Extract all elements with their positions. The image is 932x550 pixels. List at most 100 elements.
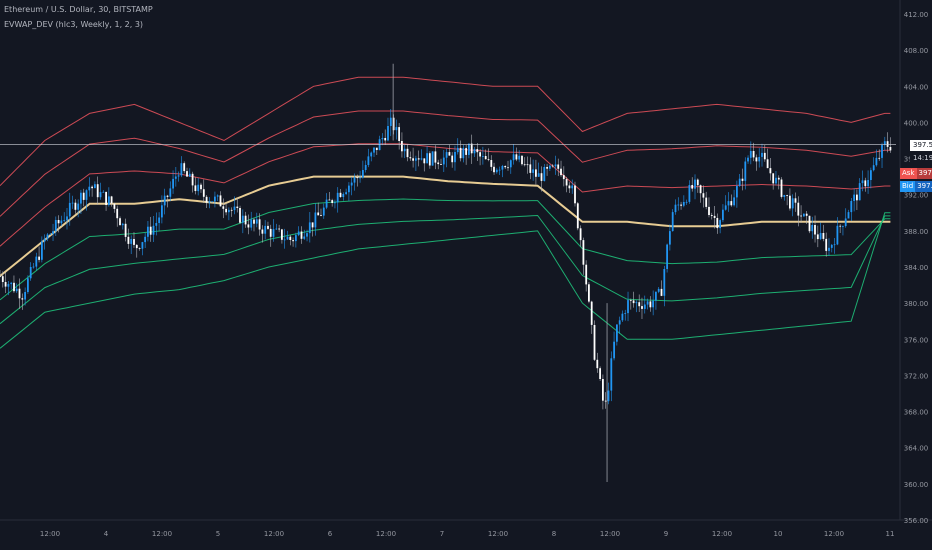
candle-body (420, 158, 423, 160)
candle-body (21, 298, 24, 300)
candle-body (283, 239, 286, 241)
candle-body (509, 160, 512, 168)
candle-body (794, 198, 797, 203)
candle-body (426, 153, 428, 164)
candle-body (856, 194, 858, 201)
candle-body (46, 234, 49, 239)
time-tick-label: 4 (104, 530, 109, 538)
candle-body (521, 155, 523, 165)
candle-body (49, 234, 52, 235)
candle-body (822, 233, 825, 239)
candle-body (713, 215, 716, 218)
candle-body (314, 212, 317, 228)
candle-body (74, 202, 77, 210)
candle-body (183, 163, 186, 172)
candle-body (239, 208, 241, 223)
candle-body (113, 203, 116, 209)
candle-body (487, 159, 490, 160)
price-axis-bg[interactable] (900, 0, 932, 520)
candle-body (345, 192, 347, 194)
candle-body (791, 198, 794, 209)
candle-body (406, 148, 409, 158)
candle-body (722, 209, 724, 221)
time-tick-label: 12:00 (264, 530, 284, 538)
indicator-legend[interactable]: EVWAP_DEV (hlc3, Weekly, 1, 2, 3) (4, 20, 144, 29)
candle-body (32, 266, 35, 268)
candle-body (339, 192, 342, 197)
candle-body (574, 185, 576, 204)
candle-body (805, 213, 808, 216)
candle-body (789, 195, 791, 209)
candle-body (613, 341, 615, 359)
candle-body (507, 167, 509, 169)
time-axis-ticks[interactable]: 12:00 4 12:00 5 12:00 6 12:00 7 12:00 8 12:00 9 12:0… (40, 530, 895, 538)
candle-body (191, 173, 194, 186)
candle-body (412, 158, 414, 161)
candle-body (562, 175, 565, 180)
candle-body (883, 141, 886, 145)
candle-body (624, 313, 627, 314)
candle-body (250, 219, 253, 228)
candle-body (811, 225, 814, 232)
candle-body (381, 138, 384, 140)
candle-body (27, 278, 29, 292)
candle-body (311, 222, 314, 228)
candle-body (504, 166, 507, 168)
candle-body (490, 160, 493, 167)
ask-price: 397.63 (916, 168, 932, 179)
candle-body (353, 177, 356, 183)
time-tick-label: 12:00 (376, 530, 396, 538)
candle-body (194, 185, 197, 191)
candle-body (442, 157, 445, 165)
candle-body (41, 241, 43, 260)
candle-body (708, 206, 710, 215)
candle-body (618, 320, 621, 325)
candle-body (54, 220, 57, 232)
candle-body (593, 325, 596, 360)
price-tick-label: 408.00 (904, 47, 929, 55)
candle-body (43, 238, 46, 242)
candle-body (7, 284, 10, 287)
candle-body (375, 147, 378, 150)
candle-body (434, 151, 437, 163)
candle-body (367, 156, 370, 165)
candle-body (741, 178, 744, 181)
candle-body (428, 153, 431, 166)
candle-body (585, 264, 588, 285)
candle-body (68, 202, 71, 217)
time-tick-label: 5 (216, 530, 220, 538)
candle-body (409, 157, 412, 159)
candle-body (786, 195, 788, 196)
candle-body (177, 175, 180, 177)
candle-body (671, 212, 674, 232)
candle-body (35, 256, 38, 267)
candle-body (800, 215, 802, 217)
candle-body (582, 240, 585, 265)
candle-body (247, 224, 250, 228)
candle-body (540, 173, 543, 181)
candle-body (761, 152, 763, 157)
time-tick-label: 7 (440, 530, 444, 538)
candle-body (772, 173, 775, 184)
candle-body (138, 248, 141, 249)
upper-band-1 (0, 143, 891, 247)
candle-body (669, 231, 671, 245)
candle-body (839, 225, 842, 227)
candle-body (96, 184, 99, 198)
symbol-legend[interactable]: Ethereum / U.S. Dollar, 30, BITSTAMP (4, 5, 153, 14)
candle-body (197, 184, 200, 192)
candle-body (303, 236, 306, 239)
candle-body (861, 180, 864, 184)
candle-body (663, 269, 666, 296)
candle-body (342, 194, 345, 197)
candle-body (546, 167, 548, 169)
candle-body (833, 244, 836, 246)
candle-body (10, 282, 13, 285)
candle-body (281, 229, 283, 240)
price-axis-ticks: 412.00408.00404.00400.00396.00392.00388.… (904, 11, 929, 525)
candle-body (91, 186, 93, 189)
candle-body (616, 324, 618, 342)
candle-body (816, 234, 819, 240)
candle-body (875, 157, 878, 166)
